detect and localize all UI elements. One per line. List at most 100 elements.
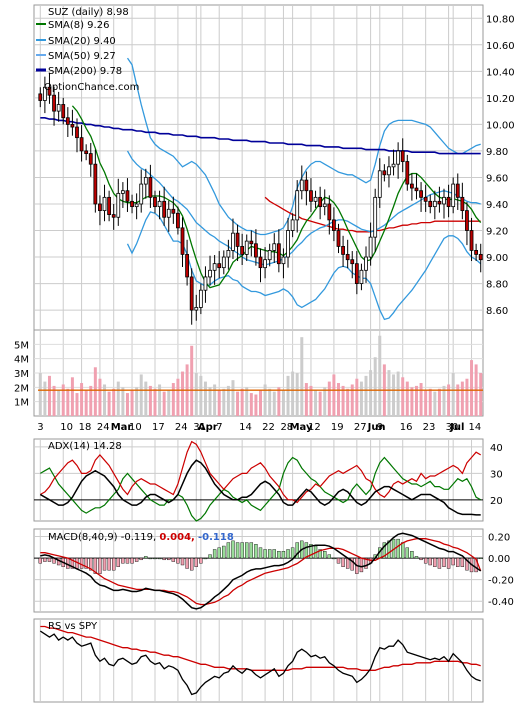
candle-body: [93, 163, 98, 205]
volume-bar: [226, 385, 230, 416]
candle-body: [130, 200, 134, 208]
legend-sma20: SMA(20) 9.40: [48, 36, 116, 47]
volume-bar: [66, 388, 70, 416]
candle-body: [267, 250, 272, 261]
candle-body: [185, 253, 189, 278]
candle-body: [405, 161, 410, 185]
volume-bar: [350, 384, 354, 416]
macd-tick-label: 0.20: [488, 533, 510, 544]
volume-tick-label: 4M: [14, 355, 29, 366]
candle-body: [162, 200, 167, 218]
candle-body: [354, 263, 359, 284]
macd-histogram-bar: [410, 551, 414, 559]
macd-histogram-bar: [323, 551, 327, 559]
volume-bar: [167, 390, 171, 416]
volume-panel: [38, 335, 483, 416]
volume-bar: [300, 337, 304, 416]
macd-histogram-bar: [171, 557, 176, 562]
macd-histogram-bar: [465, 557, 469, 571]
candle-body: [203, 276, 208, 291]
macd-histogram-bar: [387, 540, 391, 559]
candle-body: [442, 196, 446, 205]
volume-bar: [378, 335, 382, 416]
price-tick-label: 10.00: [486, 120, 515, 131]
volume-bar: [359, 381, 363, 416]
volume-bar: [57, 390, 61, 416]
volume-bar: [460, 381, 464, 416]
adx-tick-label: 40: [490, 443, 503, 454]
candle-body: [116, 192, 121, 218]
volume-bar: [369, 370, 373, 416]
volume-bar: [52, 385, 56, 416]
macd-histogram-bar: [189, 557, 194, 571]
macd-histogram-bar: [451, 557, 455, 566]
candle-body: [226, 250, 231, 258]
candle-body: [432, 200, 437, 208]
macd-histogram-bar: [102, 557, 107, 571]
price-tick-label: 10.40: [486, 67, 515, 78]
macd-histogram-bar: [359, 557, 364, 573]
volume-bar: [451, 373, 455, 416]
x-tick-label: 10: [60, 422, 73, 433]
x-tick-label: 28: [280, 422, 293, 433]
x-tick-label: 23: [423, 422, 436, 433]
volume-bar: [47, 375, 51, 416]
candle-body: [309, 190, 313, 202]
price-tick-label: 10.20: [486, 94, 515, 105]
volume-bar: [410, 387, 414, 416]
volume-bar: [318, 391, 322, 416]
macd-histogram-bar: [318, 549, 322, 559]
macd-histogram-bar: [286, 549, 290, 559]
x-tick-label: 12: [308, 422, 321, 433]
candle-body: [359, 269, 364, 284]
volume-bar: [323, 387, 327, 416]
candle-body: [102, 196, 107, 212]
volume-bar: [295, 373, 299, 416]
candle-body: [88, 153, 93, 165]
bollinger-lower: [126, 211, 482, 321]
candle-body: [194, 307, 199, 311]
candle-body: [299, 179, 304, 192]
volume-bar: [428, 388, 432, 416]
candle-body: [336, 230, 341, 247]
candle-body: [56, 104, 61, 112]
candle-body: [460, 196, 465, 212]
macd-histogram-bar: [258, 547, 263, 559]
price-tick-label: 8.60: [486, 306, 508, 317]
macd-histogram-bar: [304, 542, 309, 559]
volume-bar: [424, 390, 428, 416]
macd-histogram-bar: [208, 554, 212, 559]
candle-body: [478, 253, 483, 261]
volume-bar: [181, 371, 185, 416]
candle-body: [304, 179, 309, 192]
macd-line: [40, 532, 482, 610]
macd-histogram-bar: [203, 557, 208, 560]
volume-bar: [80, 383, 84, 416]
macd-histogram-bar: [456, 557, 460, 567]
candle-body: [42, 86, 47, 101]
macd-histogram-bar: [212, 549, 217, 559]
macd-histogram-bar: [341, 557, 345, 567]
macd-histogram-bar: [240, 542, 244, 559]
price-panel: [38, 57, 483, 325]
macd-histogram-bar: [130, 557, 134, 564]
volume-tick-label: 5M: [14, 340, 29, 351]
macd-histogram-bar: [47, 557, 52, 562]
candle-body: [176, 212, 180, 229]
macd-histogram-bar: [272, 549, 276, 559]
macd-tick-label: -0.40: [488, 597, 514, 608]
x-tick-label: Mar: [111, 422, 133, 433]
volume-bar: [84, 390, 88, 416]
macd-tick-label: -0.20: [488, 576, 514, 587]
volume-bar: [208, 387, 212, 416]
price-tick-label: 9.20: [486, 227, 508, 238]
candle-body: [469, 230, 474, 251]
candle-body: [419, 190, 423, 198]
candle-body: [254, 243, 258, 258]
macd-histogram-bar: [423, 557, 428, 564]
candle-body: [368, 236, 373, 258]
x-tick-label: 9: [377, 422, 383, 433]
candle-body: [84, 150, 89, 154]
candle-body: [249, 240, 254, 245]
candle-body: [65, 117, 70, 125]
